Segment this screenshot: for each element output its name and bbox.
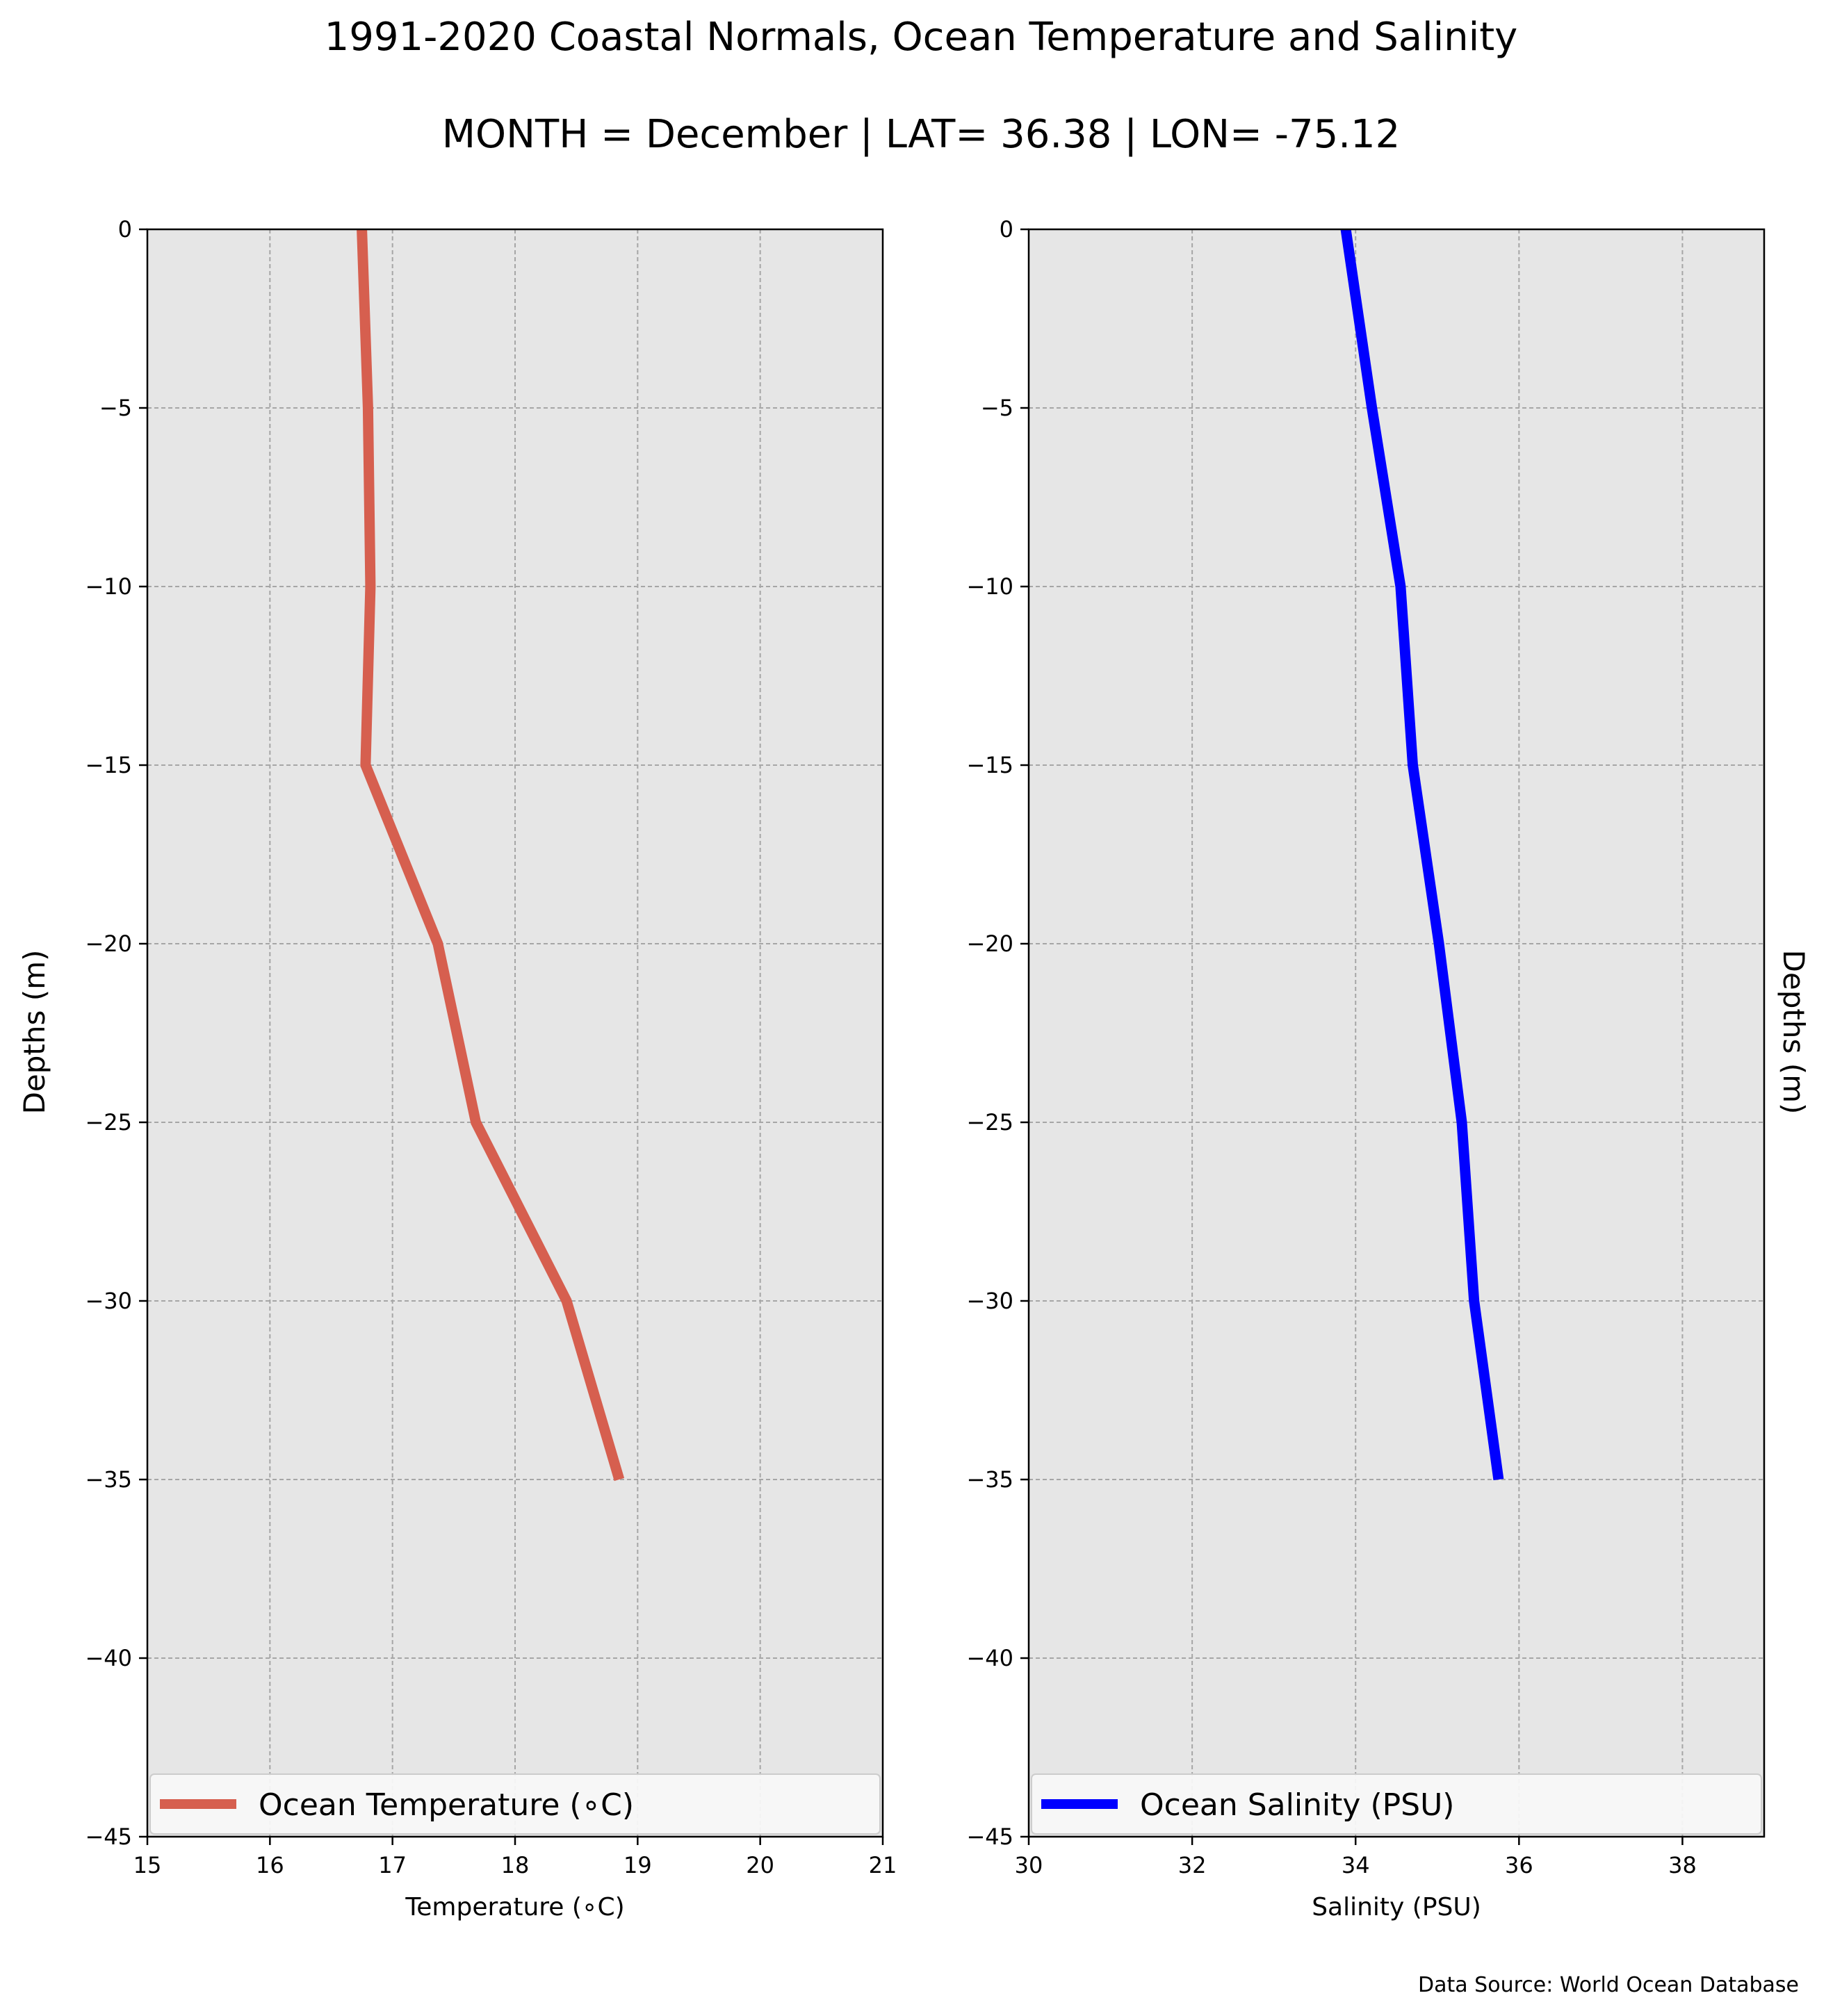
- temperature-series-line: [357, 229, 625, 1482]
- y-tick-label: −40: [966, 1645, 1013, 1671]
- temperature-plot-area: [147, 229, 883, 1837]
- y-tick-label: −15: [85, 752, 132, 778]
- salinity-axes-frame: [1027, 228, 1766, 1838]
- y-tick-label: −20: [966, 931, 1013, 957]
- y-tick-label: −15: [966, 752, 1013, 778]
- salinity-panel: 30 32 34 36 38 0 −5 −10 −15 −20 −25 −30 −35 −40 −45 Sal…: [966, 216, 1766, 1921]
- y-tick-label: −45: [85, 1824, 132, 1850]
- y-tick-label: −25: [85, 1109, 132, 1136]
- legend-box: [1031, 1773, 1762, 1835]
- x-tick-label: 30: [1015, 1852, 1043, 1878]
- y-tick-label: −10: [966, 573, 1013, 600]
- temperature-x-axis-label: Temperature (∘C): [405, 1893, 624, 1921]
- y-tick-label: −5: [99, 395, 132, 421]
- y-tick-label: −5: [981, 395, 1013, 421]
- x-tick-label: 15: [133, 1852, 162, 1878]
- y-tick-label: −30: [966, 1288, 1013, 1314]
- x-tick-label: 17: [378, 1852, 407, 1878]
- salinity-plot-area: [1029, 229, 1764, 1837]
- y-tick-label: −20: [85, 931, 132, 957]
- chart-subtitle: MONTH = December | LAT= 36.38 | LON= -75…: [442, 112, 1401, 157]
- y-tick-label: −25: [966, 1109, 1013, 1136]
- salinity-x-axis-label: Salinity (PSU): [1312, 1893, 1481, 1921]
- y-tick-label: −35: [966, 1466, 1013, 1493]
- x-tick-label: 21: [869, 1852, 897, 1878]
- temperature-panel: 15 16 17 18 19 20 21 0 −5 −10 −15 −20 −25 −30 −35 −40 −4…: [85, 216, 897, 1921]
- right-depth-axis-label: Depths (m): [1777, 950, 1811, 1115]
- x-tick-label: 34: [1342, 1852, 1370, 1878]
- salinity-legend: Ocean Salinity (PSU): [1031, 1773, 1762, 1835]
- y-tick-label: −45: [966, 1824, 1013, 1850]
- x-tick-label: 20: [746, 1852, 774, 1878]
- left-depth-axis-label: Depths (m): [17, 950, 51, 1115]
- y-tick-label: 0: [118, 216, 132, 243]
- x-tick-label: 36: [1505, 1852, 1533, 1878]
- x-tick-label: 38: [1668, 1852, 1697, 1878]
- legend-label: Ocean Salinity (PSU): [1140, 1787, 1454, 1823]
- x-tick-label: 16: [256, 1852, 284, 1878]
- temperature-legend: Ocean Temperature (∘C): [149, 1773, 881, 1835]
- data-source-note: Data Source: World Ocean Database: [1418, 1973, 1799, 1997]
- x-tick-label: 19: [623, 1852, 652, 1878]
- y-tick-label: −30: [85, 1288, 132, 1314]
- x-tick-label: 18: [501, 1852, 530, 1878]
- y-tick-label: −35: [85, 1466, 132, 1493]
- legend-label: Ocean Temperature (∘C): [259, 1787, 634, 1823]
- legend-box: [149, 1773, 881, 1835]
- y-tick-label: −40: [85, 1645, 132, 1671]
- salinity-series-line: [1340, 228, 1504, 1481]
- y-tick-label: −10: [85, 573, 132, 600]
- y-tick-label: 0: [1000, 216, 1013, 243]
- chart-title: 1991-2020 Coastal Normals, Ocean Tempera…: [325, 15, 1518, 60]
- x-tick-label: 32: [1178, 1852, 1207, 1878]
